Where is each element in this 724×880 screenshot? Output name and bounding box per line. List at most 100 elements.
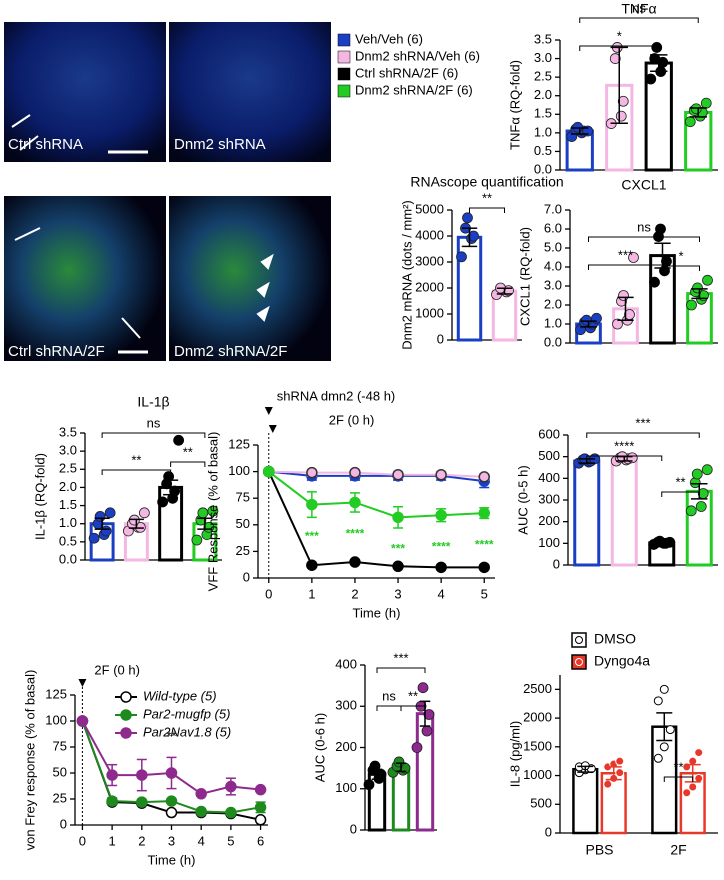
legend-label: DMSO — [594, 631, 636, 647]
data-point — [173, 434, 185, 446]
data-point — [615, 756, 625, 766]
sig-label: ** — [482, 190, 492, 205]
data-point — [225, 806, 237, 819]
y-tick-label: 600 — [538, 426, 560, 441]
y-tick-label: 200 — [538, 513, 560, 528]
y-tick-label: 0 — [243, 569, 250, 584]
data-point — [651, 42, 663, 53]
y-tick-label: 500 — [538, 448, 560, 463]
y-axis-label: VFF Response (% of basal) — [205, 432, 220, 592]
legend-label: Dnm2 shRNA/Veh (6) — [355, 48, 480, 63]
x-tick-label: 2 — [351, 586, 358, 601]
x-tick-label: 1 — [108, 833, 115, 848]
sig-label: ** — [183, 444, 193, 459]
y-tick-label: 0 — [437, 331, 444, 346]
chart: 0 1000 2000 3000 4000 5000 RNAscope quantifica… — [399, 174, 563, 350]
point-label: *** — [391, 542, 405, 556]
y-tick-label: 1.0 — [534, 124, 552, 139]
data-point — [254, 814, 267, 826]
y-tick-label: 1000 — [415, 305, 444, 320]
legend-label: Dnm2 shRNA/2F (6) — [355, 82, 473, 97]
data-point — [421, 725, 433, 737]
data-point — [702, 274, 713, 286]
data-point — [106, 795, 118, 807]
sig-bracket — [661, 491, 700, 497]
y-tick-label: 1.0 — [544, 315, 562, 330]
image-panel — [4, 196, 166, 361]
data-point — [659, 684, 669, 694]
chart: 0 500 1000 1500 2000 2500 IL-8 (pg/ml) PBS 2F ** D… — [507, 631, 718, 858]
x-axis-label: Time (h) — [148, 852, 196, 867]
y-tick-label: 50 — [236, 516, 250, 531]
image-label: Ctrl shRNA/2F — [8, 343, 105, 360]
arrows — [11, 114, 274, 339]
sig-label: ns — [637, 219, 651, 234]
y-axis-label: von Frey response (% of basal) — [22, 670, 37, 851]
y-tick-label: 5000 — [415, 201, 444, 216]
legend-marker — [120, 691, 132, 703]
annotation-arrow — [268, 425, 277, 433]
legend-label: Veh/Veh (6) — [355, 31, 423, 46]
chart-title: TNFα — [621, 1, 656, 17]
data-point — [682, 788, 692, 798]
legend-label: Dyngo4a — [594, 653, 650, 669]
image-panel — [169, 22, 331, 162]
micrographs: Ctrl shRNA Dnm2 shRNA Ctrl shRNA/2F Dnm2… — [4, 22, 331, 361]
y-tick-label: 0 — [545, 824, 552, 839]
data-point — [701, 464, 713, 476]
y-tick-label: 0.5 — [534, 143, 552, 158]
annotation: shRNA dmn2 (-48 h) — [277, 388, 396, 403]
image-label: Ctrl shRNA — [8, 136, 83, 153]
point-label: *** — [305, 529, 319, 543]
data-point — [165, 795, 178, 807]
x-tick-label: 0 — [79, 833, 86, 848]
x-axis-label: Time (h) — [353, 605, 401, 620]
data-point — [165, 767, 178, 779]
x-tick-label: 6 — [257, 833, 264, 848]
y-tick-label: 0.0 — [534, 161, 552, 176]
x-tick-label: PBS — [585, 842, 613, 858]
data-point — [691, 468, 703, 480]
data-point — [653, 696, 663, 706]
sig-label: ** — [408, 688, 418, 703]
sig-label: ns — [632, 0, 646, 15]
y-axis-label: IL-1β (RQ-fold) — [32, 453, 47, 540]
sig-label: **** — [614, 438, 634, 453]
legend-label: Par2-mugfp (5) — [143, 706, 230, 721]
y-tick-label: 0 — [350, 821, 357, 836]
y-axis-label: AUC (0-5 h) — [515, 465, 530, 534]
data-point — [392, 469, 404, 481]
sig-bracket — [662, 265, 700, 271]
y-tick-label: 2.5 — [534, 69, 552, 84]
annotation: 2F (0 h) — [329, 412, 375, 427]
y-tick-label: 300 — [538, 491, 560, 506]
data-point — [435, 469, 447, 481]
legend-label: Wild-type (5) — [143, 688, 217, 703]
data-point — [462, 212, 473, 224]
y-tick-label: 1500 — [523, 738, 552, 753]
sig-bracket — [376, 705, 402, 711]
data-point — [478, 561, 490, 574]
sig-bracket — [170, 461, 206, 467]
chart: 0.0 1.0 2.0 3.0 4.0 5.0 6.0 7.0 CXCL1 CXCL1 (RQ-f… — [517, 177, 718, 349]
sig-bracket — [101, 432, 206, 438]
legend-label: Ctrl shRNA/2F (6) — [355, 65, 458, 80]
data-point — [136, 796, 148, 808]
bar — [610, 457, 638, 567]
sig-bracket — [663, 776, 694, 782]
image-panel — [169, 196, 331, 361]
data-point — [655, 223, 666, 235]
y-tick-label: 3.0 — [544, 277, 562, 292]
legend-marker — [575, 658, 583, 666]
series-line — [268, 470, 485, 478]
image-label: Dnm2 shRNA — [174, 136, 266, 153]
annotation-arrow — [78, 679, 87, 687]
sig-label: *** — [393, 650, 408, 665]
data-point — [349, 466, 361, 479]
y-axis-label: CXCL1 (RQ-fold) — [517, 227, 532, 326]
chart: 0 100 200 300 400 AUC (0-6 h) *** ns ** — [312, 650, 437, 836]
data-point — [645, 73, 657, 85]
y-tick-label: 3000 — [415, 253, 444, 268]
x-tick-label: 1 — [308, 586, 315, 601]
data-point — [138, 507, 150, 519]
